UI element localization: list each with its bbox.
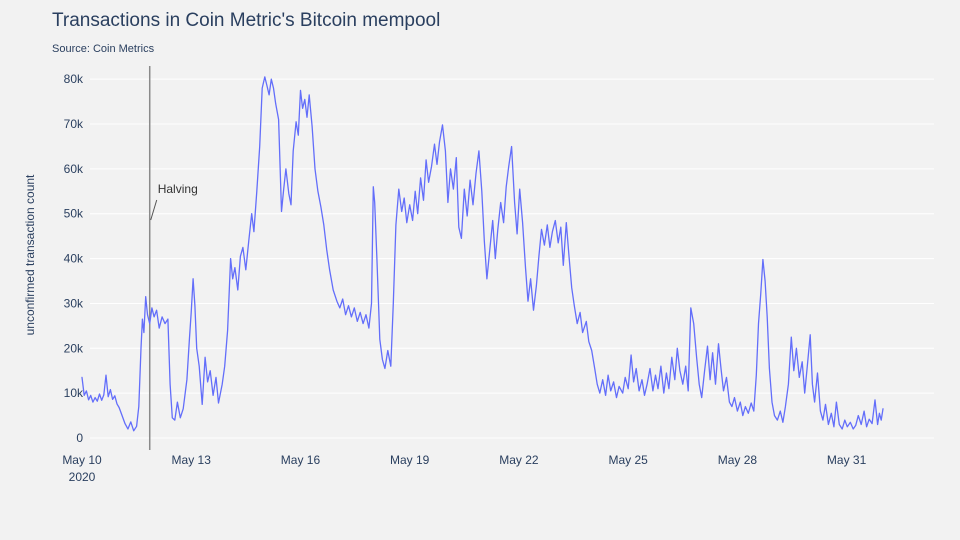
y-tick-label: 40k bbox=[64, 252, 84, 266]
y-tick-label: 50k bbox=[64, 207, 84, 221]
x-tick-label: May 31 bbox=[827, 453, 867, 467]
halving-annotation-pointer bbox=[150, 199, 158, 221]
y-tick-label: 60k bbox=[64, 162, 84, 176]
y-tick-label: 20k bbox=[64, 341, 84, 355]
source-label: Source: Coin Metrics bbox=[52, 43, 155, 55]
halving-annotation-label: Halving bbox=[157, 182, 198, 196]
x-tick-label: May 28 bbox=[718, 453, 758, 467]
y-tick-label: 80k bbox=[64, 72, 84, 86]
x-tick-label: May 16 bbox=[281, 453, 321, 467]
y-tick-label: 10k bbox=[64, 386, 84, 400]
chart-title: Transactions in Coin Metric's Bitcoin me… bbox=[52, 10, 441, 31]
x-tick-sublabel: 2020 bbox=[69, 470, 96, 484]
y-tick-label: 30k bbox=[64, 296, 84, 310]
y-tick-label: 0 bbox=[76, 431, 83, 445]
series-line bbox=[81, 76, 884, 432]
x-tick-label: May 10 bbox=[62, 453, 102, 467]
x-tick-label: May 13 bbox=[172, 453, 212, 467]
x-tick-label: May 19 bbox=[390, 453, 430, 467]
x-tick-label: May 22 bbox=[499, 453, 539, 467]
y-tick-label: 70k bbox=[64, 117, 84, 131]
x-tick-label: May 25 bbox=[608, 453, 648, 467]
